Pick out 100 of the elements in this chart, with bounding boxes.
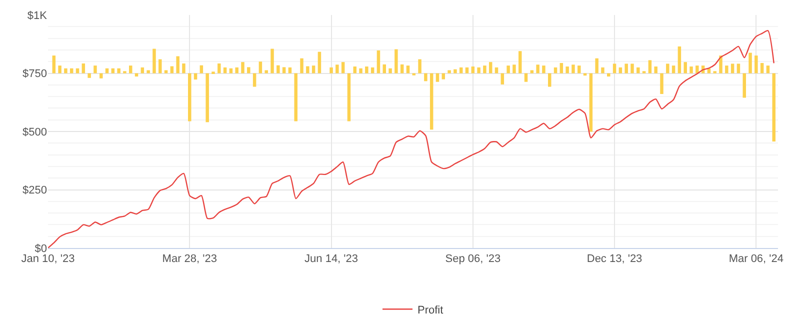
bar xyxy=(648,60,652,74)
x-tick-label: Mar 06, '24 xyxy=(728,253,784,266)
bar xyxy=(684,62,687,74)
bar xyxy=(82,63,86,74)
bar xyxy=(264,70,268,74)
bar xyxy=(454,69,457,74)
bar xyxy=(506,66,510,74)
y-tick-label: $1K xyxy=(27,10,48,22)
bar xyxy=(560,63,564,74)
bar xyxy=(258,62,262,74)
bar xyxy=(536,64,540,74)
bar xyxy=(436,73,440,82)
bar xyxy=(612,64,616,74)
bar xyxy=(188,73,192,122)
bar xyxy=(578,66,581,74)
bar xyxy=(430,73,434,130)
bar xyxy=(76,68,80,74)
x-tick-label: Mar 28, '23 xyxy=(162,253,217,266)
bar xyxy=(200,65,204,74)
bar xyxy=(241,62,244,74)
bar xyxy=(376,50,380,74)
bar xyxy=(312,66,316,74)
y-tick-label: $500 xyxy=(22,126,47,138)
bar xyxy=(736,64,740,74)
bar xyxy=(252,73,256,87)
bar xyxy=(654,66,658,74)
bar xyxy=(276,65,280,74)
bar xyxy=(601,67,604,74)
bar xyxy=(170,66,174,74)
bar xyxy=(223,67,227,74)
bar xyxy=(140,67,144,74)
bar xyxy=(678,46,682,74)
legend-label: Profit xyxy=(418,304,444,316)
bar xyxy=(294,73,298,122)
bar xyxy=(117,68,120,74)
bar xyxy=(548,73,552,87)
bar xyxy=(719,56,722,74)
bar xyxy=(518,51,522,74)
bar xyxy=(359,68,362,74)
bar xyxy=(636,67,640,74)
bar xyxy=(554,67,558,74)
bar xyxy=(182,63,186,74)
bar xyxy=(306,66,310,74)
x-tick-label: Dec 13, '23 xyxy=(586,253,642,266)
bar xyxy=(418,59,422,74)
bar xyxy=(459,67,463,74)
bar xyxy=(206,73,209,122)
bar xyxy=(158,59,162,74)
bar xyxy=(336,64,339,74)
y-tick-label: $250 xyxy=(22,184,47,197)
bar xyxy=(400,64,404,74)
bar xyxy=(725,66,728,74)
bar xyxy=(229,68,233,74)
bar xyxy=(353,66,356,74)
bar xyxy=(500,73,504,84)
y-tick-label: $0 xyxy=(34,242,47,255)
bar xyxy=(394,49,398,74)
bar xyxy=(772,73,776,142)
bar xyxy=(152,48,156,74)
bar xyxy=(58,66,62,74)
bar xyxy=(696,66,699,74)
bar xyxy=(52,56,56,74)
bar xyxy=(512,64,516,74)
bar xyxy=(730,64,734,74)
bar xyxy=(70,68,74,74)
bar xyxy=(690,66,693,74)
bar xyxy=(542,66,546,74)
bar xyxy=(471,66,475,74)
line-series xyxy=(48,30,774,248)
bar xyxy=(388,68,392,74)
bar xyxy=(370,67,374,74)
bar xyxy=(94,66,97,74)
bar xyxy=(742,73,746,98)
bar xyxy=(465,67,469,74)
bar xyxy=(566,66,569,74)
bar xyxy=(660,73,664,94)
bar xyxy=(64,68,68,74)
bar xyxy=(766,66,770,74)
bar xyxy=(99,73,103,78)
bar xyxy=(442,73,446,80)
bar xyxy=(146,70,150,74)
bar xyxy=(494,67,498,74)
x-tick-label: Jan 10, '23 xyxy=(21,253,75,266)
bar xyxy=(247,67,250,74)
bar xyxy=(341,62,345,74)
x-tick-label: Jun 14, '23 xyxy=(304,253,358,266)
bar xyxy=(176,56,180,74)
bar xyxy=(406,66,410,74)
bar xyxy=(282,67,286,74)
bar xyxy=(530,70,534,74)
bar xyxy=(672,66,676,74)
bar xyxy=(666,64,670,74)
bar xyxy=(618,67,622,74)
x-tick-label: Sep 06, '23 xyxy=(445,253,501,266)
bar xyxy=(365,66,368,74)
bar xyxy=(760,63,764,74)
bar xyxy=(288,67,292,74)
bar xyxy=(630,64,634,74)
bar xyxy=(105,68,109,74)
bar xyxy=(235,67,238,74)
